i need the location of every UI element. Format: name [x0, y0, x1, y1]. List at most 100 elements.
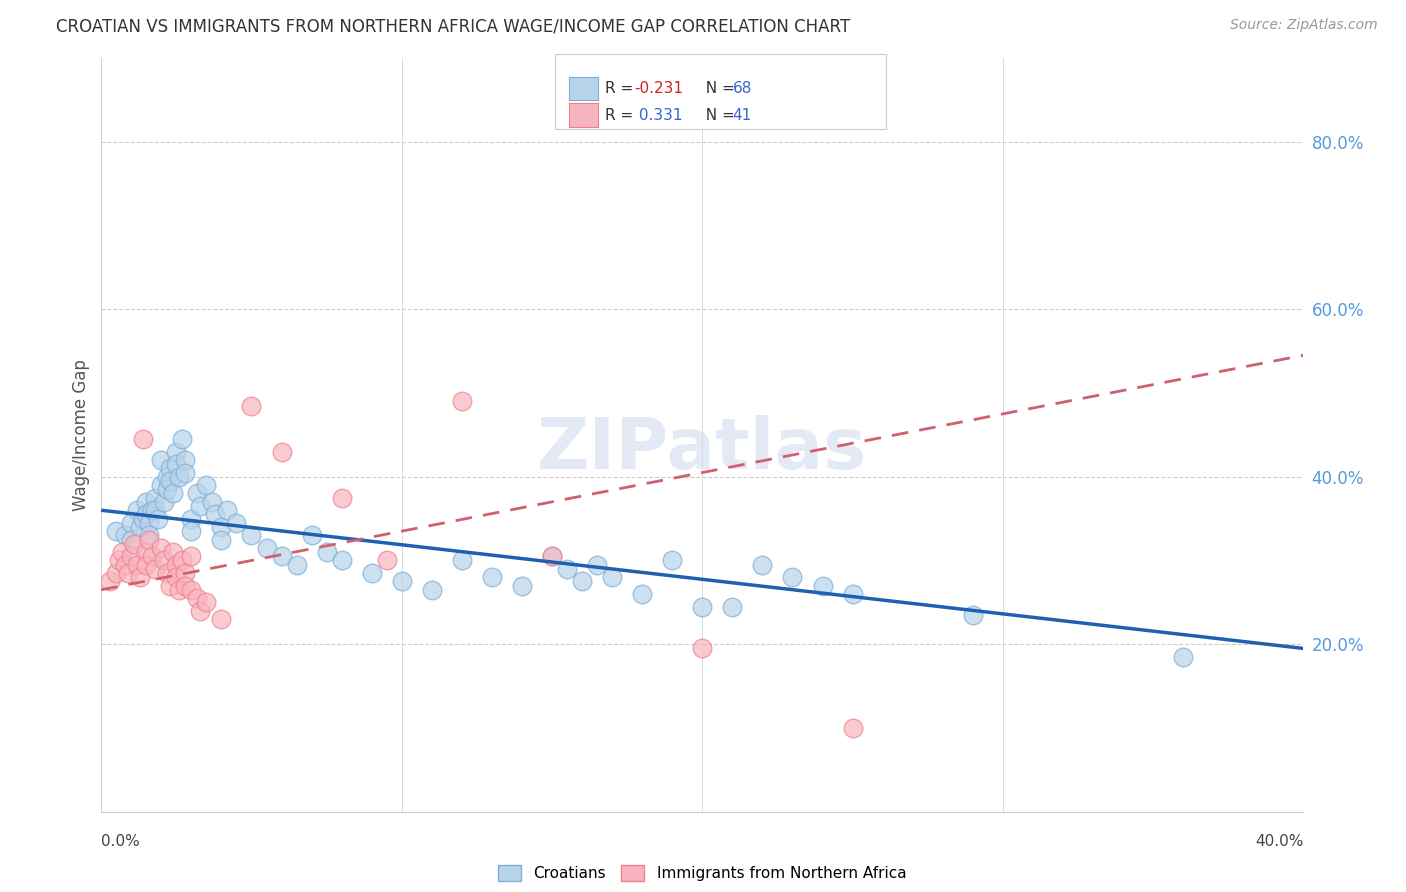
Point	[420, 582, 443, 597]
Point	[204, 508, 226, 522]
Point	[159, 578, 181, 592]
Point	[841, 721, 863, 735]
Point	[692, 599, 714, 614]
Point	[156, 566, 179, 580]
Point	[172, 553, 194, 567]
Point	[180, 549, 202, 564]
Point	[132, 432, 155, 446]
Point	[555, 562, 578, 576]
Point	[169, 469, 191, 483]
Point	[141, 503, 163, 517]
Text: 40.0%: 40.0%	[1256, 834, 1303, 849]
Point	[165, 444, 187, 458]
Point	[190, 499, 212, 513]
Point	[375, 553, 398, 567]
Point	[165, 570, 187, 584]
Point	[721, 599, 744, 614]
Point	[811, 578, 834, 592]
Point	[541, 549, 564, 564]
Text: Source: ZipAtlas.com: Source: ZipAtlas.com	[1230, 18, 1378, 32]
Point	[217, 503, 239, 517]
Text: N =: N =	[696, 81, 740, 95]
Point	[135, 558, 157, 572]
Point	[138, 533, 160, 547]
Point	[190, 604, 212, 618]
Point	[153, 553, 176, 567]
Text: R =: R =	[605, 108, 638, 122]
Point	[124, 537, 146, 551]
Point	[225, 516, 247, 530]
Point	[108, 553, 131, 567]
Point	[153, 495, 176, 509]
Point	[451, 553, 474, 567]
Point	[138, 528, 160, 542]
Point	[159, 474, 181, 488]
Point	[211, 612, 233, 626]
Point	[127, 558, 149, 572]
Point	[148, 511, 170, 525]
Point	[105, 524, 128, 538]
Point	[270, 444, 292, 458]
Point	[180, 524, 202, 538]
Point	[138, 516, 160, 530]
Point	[129, 570, 152, 584]
Point	[330, 553, 353, 567]
Point	[186, 591, 208, 606]
Point	[201, 495, 224, 509]
Text: CROATIAN VS IMMIGRANTS FROM NORTHERN AFRICA WAGE/INCOME GAP CORRELATION CHART: CROATIAN VS IMMIGRANTS FROM NORTHERN AFR…	[56, 18, 851, 36]
Text: 41: 41	[733, 108, 752, 122]
Point	[360, 566, 382, 580]
Point	[631, 587, 654, 601]
Text: 68: 68	[733, 81, 752, 95]
Point	[132, 511, 155, 525]
Text: R =: R =	[605, 81, 638, 95]
Point	[256, 541, 278, 555]
Point	[162, 486, 184, 500]
Text: -0.231: -0.231	[634, 81, 683, 95]
Point	[165, 457, 187, 471]
Point	[186, 486, 208, 500]
Point	[150, 541, 173, 555]
Point	[1173, 649, 1195, 664]
Point	[156, 483, 179, 497]
Point	[510, 578, 533, 592]
Point	[127, 503, 149, 517]
Point	[114, 528, 136, 542]
Point	[586, 558, 609, 572]
Point	[129, 520, 152, 534]
Point	[330, 491, 353, 505]
Point	[195, 595, 218, 609]
Point	[111, 545, 134, 559]
Point	[120, 533, 142, 547]
Point	[301, 528, 323, 542]
Point	[159, 461, 181, 475]
Text: N =: N =	[696, 108, 740, 122]
Text: 0.0%: 0.0%	[101, 834, 141, 849]
Point	[751, 558, 773, 572]
Point	[841, 587, 863, 601]
Point	[782, 570, 804, 584]
Point	[169, 582, 191, 597]
Point	[114, 558, 136, 572]
Point	[195, 478, 218, 492]
Point	[451, 394, 474, 409]
Point	[240, 528, 263, 542]
Point	[270, 549, 292, 564]
Y-axis label: Wage/Income Gap: Wage/Income Gap	[72, 359, 90, 511]
Point	[135, 508, 157, 522]
Point	[141, 549, 163, 564]
Point	[692, 641, 714, 656]
Point	[211, 533, 233, 547]
Point	[156, 469, 179, 483]
Point	[135, 545, 157, 559]
Point	[174, 466, 197, 480]
Point	[105, 566, 128, 580]
Point	[571, 574, 593, 589]
Point	[962, 607, 984, 622]
Point	[315, 545, 337, 559]
Point	[180, 511, 202, 525]
Point	[285, 558, 308, 572]
Point	[120, 549, 142, 564]
Point	[143, 491, 166, 505]
Point	[240, 399, 263, 413]
